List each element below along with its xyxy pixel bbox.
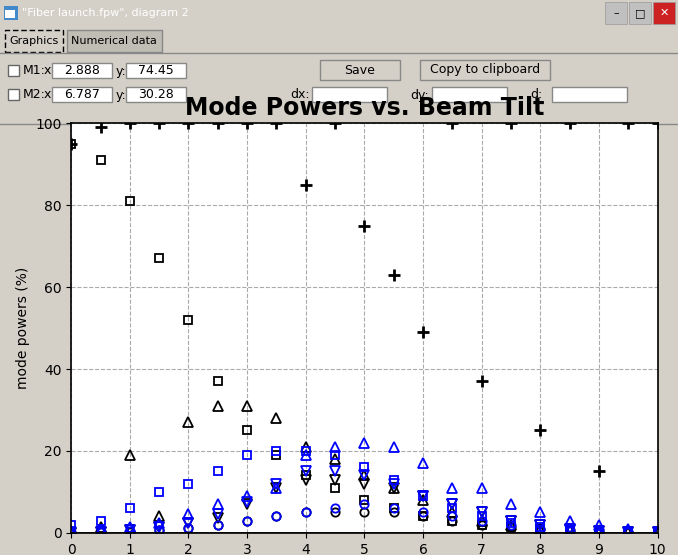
Text: Copy to clipboard: Copy to clipboard [430,63,540,77]
Bar [312,87,387,102]
Text: 74.45: 74.45 [138,64,174,77]
Text: 30.28: 30.28 [138,88,174,101]
Text: y:: y: [116,64,127,78]
Bar [52,87,112,102]
Text: "Fiber launch.fpw", diagram 2: "Fiber launch.fpw", diagram 2 [22,8,188,18]
Text: d:: d: [530,88,542,102]
Text: M1:: M1: [23,64,46,78]
Text: M2:: M2: [23,88,46,102]
Bar [552,87,627,102]
Text: 2.888: 2.888 [64,64,100,77]
Bar [8,89,19,100]
Text: Graphics: Graphics [9,36,58,46]
Text: x: x [44,64,52,78]
Text: ✕: ✕ [659,8,669,18]
Bar [432,87,507,102]
Text: dy:: dy: [410,88,428,102]
Y-axis label: mode powers (%): mode powers (%) [16,267,30,389]
Bar [4,6,18,20]
Bar [653,2,675,24]
Text: –: – [613,8,619,18]
Bar [67,30,162,52]
Bar [320,60,400,80]
Text: □: □ [635,8,645,18]
Bar [126,63,186,78]
Bar [605,2,627,24]
Text: y:: y: [116,88,127,102]
Text: dx:: dx: [290,88,310,102]
Text: Save: Save [344,63,376,77]
Bar [5,30,63,52]
Text: x: x [44,88,52,102]
Bar [8,65,19,76]
Text: Numerical data: Numerical data [71,36,157,46]
Bar [420,60,550,80]
Bar [5,10,15,18]
Bar [126,87,186,102]
Bar [52,63,112,78]
Title: Mode Powers vs. Beam Tilt: Mode Powers vs. Beam Tilt [184,96,544,120]
Bar [629,2,651,24]
Text: 6.787: 6.787 [64,88,100,101]
